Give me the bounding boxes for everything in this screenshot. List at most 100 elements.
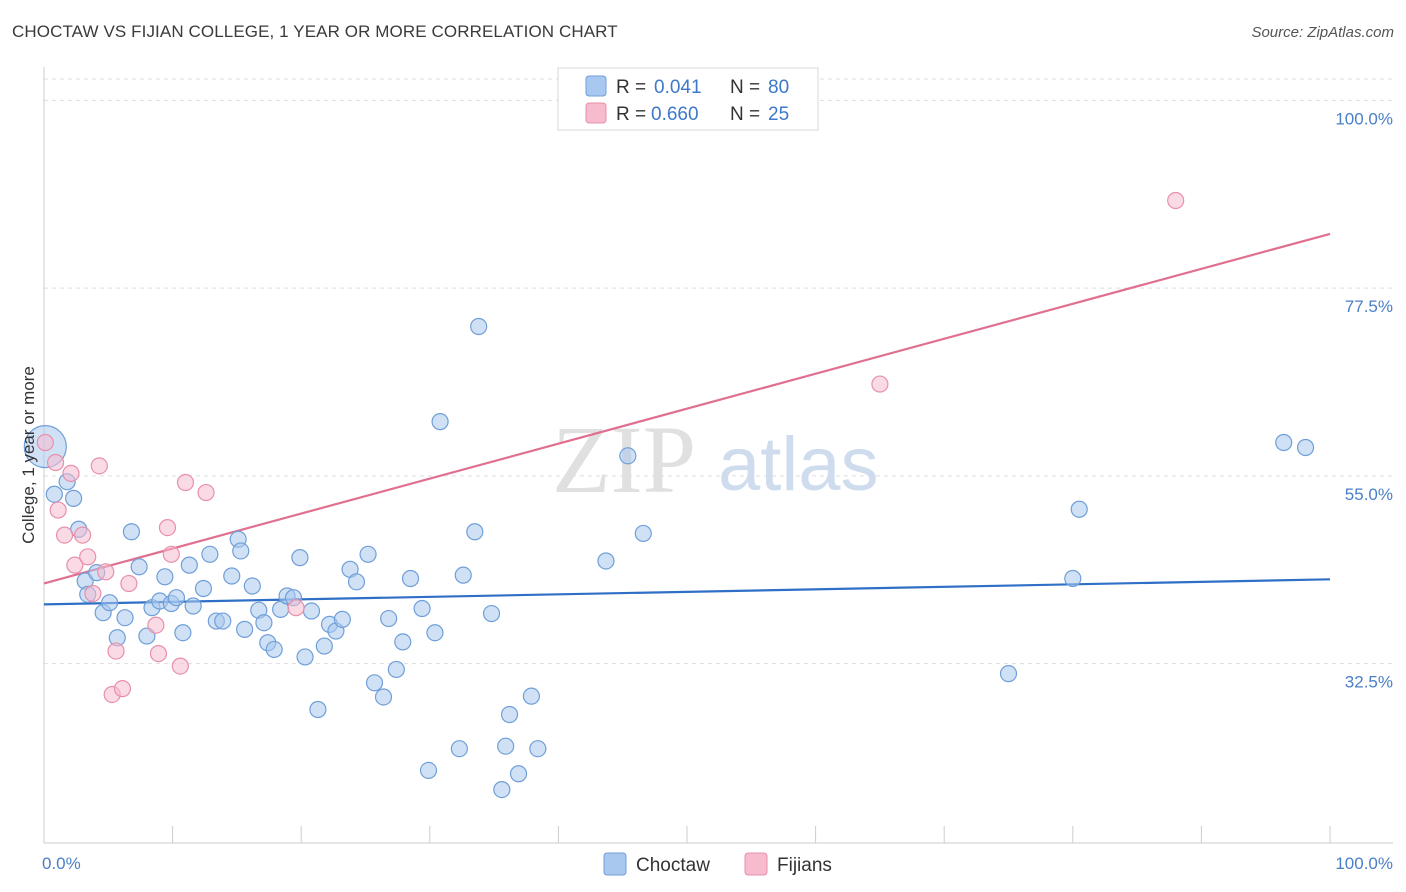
bottom-legend-label-choctaw: Choctaw (636, 855, 710, 876)
point-choctaw-42 (309, 700, 327, 719)
point-choctaw-29 (232, 542, 250, 560)
point-choctaw-59 (431, 413, 449, 431)
x-tick-label-min: 0.0% (42, 854, 81, 873)
legend-r-value-fijians: 0.660 (651, 104, 699, 125)
point-choctaw-23 (194, 579, 213, 598)
series-choctaw-points (23, 317, 1315, 799)
point-choctaw-56 (413, 599, 431, 618)
point-choctaw-48 (347, 573, 366, 591)
source-credit: Source: ZipAtlas.com (1251, 24, 1394, 41)
point-choctaw-20 (174, 624, 192, 642)
point-fijians-1 (46, 453, 65, 472)
grid-lines (44, 78, 1393, 665)
point-choctaw-67 (500, 705, 519, 724)
point-fijians-0 (36, 433, 54, 452)
watermark: ZIP atlas (552, 406, 879, 513)
point-fijians-2 (49, 501, 67, 519)
point-choctaw-39 (291, 549, 309, 567)
point-choctaw-64 (482, 604, 501, 623)
point-fijians-15 (147, 616, 165, 634)
point-choctaw-19 (167, 589, 186, 607)
point-fijians-23 (871, 375, 889, 393)
point-choctaw-51 (374, 688, 393, 706)
point-fijians-19 (171, 657, 189, 675)
point-choctaw-75 (1064, 569, 1082, 588)
point-fijians-5 (66, 556, 84, 574)
point-fijians-14 (120, 574, 138, 593)
point-choctaw-33 (255, 614, 273, 632)
y-tick-label-0: 100.0% (1335, 109, 1393, 128)
point-choctaw-63 (470, 317, 488, 336)
point-fijians-9 (90, 457, 108, 475)
point-choctaw-77 (1275, 433, 1293, 452)
point-choctaw-62 (466, 523, 484, 541)
point-choctaw-72 (619, 447, 637, 465)
point-choctaw-74 (999, 665, 1018, 683)
point-choctaw-41 (302, 602, 321, 620)
point-choctaw-78 (1296, 438, 1315, 457)
y-axis-label: College, 1 year or more (19, 366, 38, 544)
point-choctaw-26 (214, 612, 232, 630)
point-choctaw-22 (184, 597, 202, 615)
point-fijians-12 (107, 642, 125, 660)
point-fijians-8 (84, 584, 102, 603)
y-tick-label-1: 77.5% (1345, 297, 1393, 316)
point-choctaw-58 (426, 624, 444, 642)
point-choctaw-50 (365, 674, 384, 692)
legend-r-label-fijians: R = (616, 104, 646, 125)
point-choctaw-46 (333, 610, 351, 628)
point-choctaw-21 (180, 556, 198, 574)
point-choctaw-24 (201, 545, 219, 563)
point-choctaw-11 (116, 609, 134, 627)
bottom-legend-swatch-fijians (744, 852, 768, 876)
legend-n-value-fijians: 25 (768, 104, 789, 125)
legend-n-label-choctaw: N = (730, 77, 760, 98)
point-choctaw-31 (243, 577, 261, 595)
legend-swatch-fijians (585, 102, 607, 124)
point-fijians-22 (287, 599, 305, 617)
point-choctaw-12 (122, 523, 141, 541)
point-fijians-6 (73, 526, 92, 544)
legend-box: R = 0.041 N = 80 R = 0.660 N = 25 (557, 67, 819, 131)
legend-n-label-fijians: N = (730, 104, 760, 125)
point-choctaw-27 (223, 567, 241, 585)
point-fijians-16 (149, 644, 168, 663)
point-fijians-13 (113, 680, 132, 698)
point-fijians-18 (162, 545, 180, 563)
legend-swatch-choctaw (585, 75, 607, 97)
point-choctaw-55 (401, 569, 420, 588)
point-choctaw-68 (509, 765, 528, 783)
point-fijians-20 (176, 473, 195, 492)
point-choctaw-53 (387, 660, 405, 679)
point-choctaw-66 (497, 737, 515, 755)
y-axis-tick-labels: 100.0% 77.5% 55.0% 32.5% (1335, 109, 1393, 691)
point-choctaw-52 (380, 609, 398, 628)
point-fijians-17 (158, 518, 177, 537)
x-tick-label-max: 100.0% (1335, 854, 1393, 873)
point-fijians-7 (79, 548, 97, 566)
trend-lines (43, 232, 1331, 606)
point-choctaw-65 (493, 780, 511, 799)
legend-r-label-choctaw: R = (616, 77, 646, 98)
y-tick-label-2: 55.0% (1345, 485, 1393, 504)
legend-r-value-choctaw: 0.041 (654, 77, 702, 98)
point-choctaw-30 (236, 620, 254, 638)
trend-line-choctaw (43, 578, 1331, 606)
point-choctaw-73 (634, 524, 652, 543)
bottom-legend: Choctaw Fijians (603, 852, 832, 876)
point-choctaw-54 (394, 633, 412, 651)
bottom-legend-label-fijians: Fijians (777, 855, 832, 876)
trend-line-fijians (43, 232, 1331, 585)
point-choctaw-13 (130, 558, 148, 576)
point-fijians-21 (197, 483, 215, 502)
point-choctaw-40 (296, 648, 314, 666)
point-choctaw-17 (156, 568, 174, 586)
point-fijians-3 (55, 526, 74, 544)
series-fijians-points (36, 191, 1185, 704)
point-choctaw-76 (1070, 500, 1088, 518)
point-fijians-4 (62, 464, 80, 482)
point-choctaw-9 (100, 594, 119, 612)
y-tick-label-3: 32.5% (1345, 673, 1393, 692)
point-choctaw-43 (315, 637, 333, 655)
legend-n-value-choctaw: 80 (768, 77, 789, 98)
